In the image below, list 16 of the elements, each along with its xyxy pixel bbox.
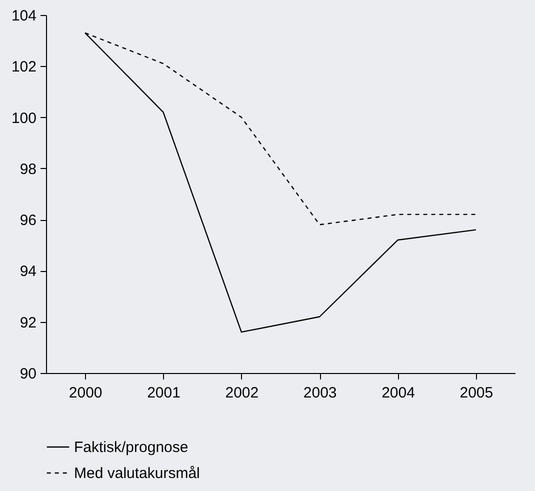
y-tick-label: 96 [20,212,36,230]
y-tick-label: 104 [11,8,36,24]
x-tick-label: 2002 [225,384,259,402]
x-tick-label: 2000 [68,384,102,402]
y-tick-label: 92 [20,314,36,332]
x-tick-label: 2003 [303,384,337,402]
y-tick-label: 102 [11,58,36,76]
x-tick-label: 2001 [147,384,180,402]
y-tick-label: 94 [20,263,36,280]
y-tick-label: 100 [11,110,36,127]
x-tick-label: 2004 [382,384,415,402]
y-tick-label: 90 [20,366,36,382]
x-tick-label: 2005 [460,384,494,402]
legend-label: Med valutakursmål [74,465,200,482]
legend-label: Faktisk/prognose [74,439,188,456]
y-tick-label: 98 [20,160,36,178]
